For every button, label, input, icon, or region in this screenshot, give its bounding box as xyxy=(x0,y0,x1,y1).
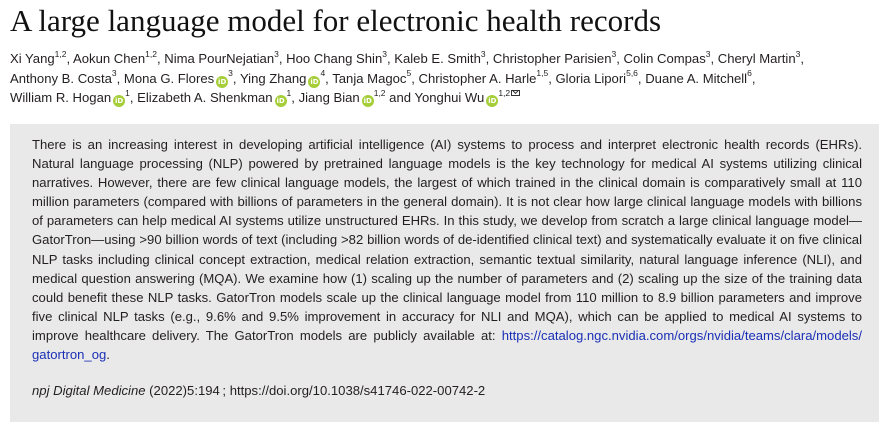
author-item: Hoo Chang Shin3 xyxy=(286,48,387,66)
author-separator: , xyxy=(751,70,756,86)
affiliation-marker[interactable]: 1,5 xyxy=(536,68,549,79)
author-name[interactable]: Elizabeth A. Shenkman xyxy=(137,90,273,105)
author-separator: , xyxy=(291,90,299,105)
author-separator: , xyxy=(232,70,240,86)
author-item: Mona G. Flores iD3 xyxy=(123,68,233,88)
author-name[interactable]: Hoo Chang Shin xyxy=(286,51,383,66)
author-separator: , xyxy=(411,70,419,86)
author-name[interactable]: Colin Compas xyxy=(623,51,706,66)
affiliation-marker[interactable]: 6 xyxy=(747,68,752,79)
author-item: Christopher Parisien3 xyxy=(492,48,617,66)
citation: npj Digital Medicine (2022)5:194 ; https… xyxy=(32,381,485,400)
author-item: Cheryl Martin3 xyxy=(717,48,801,66)
affiliation-marker[interactable]: 3 xyxy=(795,48,801,59)
author-name[interactable]: Jiang Bian xyxy=(298,90,360,105)
author-item: Anthony B. Costa3 xyxy=(10,68,117,86)
author-separator: , xyxy=(710,51,718,66)
affiliation-marker[interactable]: 3 xyxy=(228,68,233,79)
author-item: William R. Hogan iD1 xyxy=(10,87,130,107)
author-name[interactable]: Gloria Lipori xyxy=(555,70,627,86)
article-title: A large language model for electronic he… xyxy=(10,3,662,38)
affiliation-marker[interactable]: 3 xyxy=(480,48,486,59)
affiliation-marker[interactable]: 1,2 xyxy=(145,48,157,59)
author-name[interactable]: Xi Yang xyxy=(10,51,55,66)
affiliation-marker[interactable]: 3 xyxy=(382,48,387,59)
author-name[interactable]: Tanja Magoc xyxy=(332,70,407,86)
author-item: Tanja Magoc5 xyxy=(332,68,412,86)
author-item: Ying Zhang iD4 xyxy=(239,68,326,88)
abstract-box: There is an increasing interest in devel… xyxy=(10,124,879,422)
author-item: Christopher A. Harle1,5 xyxy=(418,68,549,86)
affiliation-marker[interactable]: 3 xyxy=(111,68,117,79)
abstract-text: There is an increasing interest in devel… xyxy=(32,135,862,364)
author-item: Nima PourNejatian3 xyxy=(164,48,279,66)
affiliation-marker[interactable]: 1,2 xyxy=(54,48,67,59)
author-item: Colin Compas3 xyxy=(623,48,711,66)
author-separator: , xyxy=(116,70,124,86)
author-item: Duane A. Mitchell6 xyxy=(645,68,752,86)
abstract-body: There is an increasing interest in devel… xyxy=(32,137,862,343)
author-item: Jiang Bian iD1,2 xyxy=(298,87,386,107)
affiliation-marker[interactable]: 1,2 xyxy=(373,87,386,98)
author-name[interactable]: Cheryl Martin xyxy=(717,51,796,66)
author-name[interactable]: Christopher A. Harle xyxy=(418,70,537,86)
orcid-icon[interactable]: iD xyxy=(308,75,321,88)
author-separator: and xyxy=(385,90,415,105)
author-item: Gloria Lipori5,6 xyxy=(555,68,638,86)
author-name[interactable]: Mona G. Flores xyxy=(123,70,215,86)
affiliation-marker[interactable]: 3 xyxy=(705,48,711,59)
citation-details: (2022)5:194 ; https://doi.org/10.1038/s4… xyxy=(145,383,486,398)
author-separator: , xyxy=(66,51,74,66)
author-name[interactable]: Kaleb E. Smith xyxy=(394,51,481,66)
envelope-icon[interactable] xyxy=(511,90,521,96)
author-separator: , xyxy=(616,51,624,66)
author-separator: , xyxy=(637,70,646,86)
author-name[interactable]: Nima PourNejatian xyxy=(164,51,275,66)
affiliation-marker[interactable]: 1 xyxy=(286,87,292,98)
author-separator: , xyxy=(325,70,333,86)
affiliation-marker[interactable]: 1 xyxy=(125,87,130,98)
author-separator: , xyxy=(548,70,556,86)
author-name[interactable]: Yonghui Wu xyxy=(414,90,485,105)
orcid-icon[interactable]: iD xyxy=(274,95,287,107)
author-name[interactable]: Duane A. Mitchell xyxy=(645,70,748,86)
author-name[interactable]: Aokun Chen xyxy=(73,51,146,66)
affiliation-marker[interactable]: 3 xyxy=(611,48,617,59)
author-separator: , xyxy=(156,51,165,66)
affiliation-marker[interactable]: 1,2 xyxy=(498,87,511,98)
author-name[interactable]: Christopher Parisien xyxy=(492,51,612,66)
dataset-link[interactable]: https://catalog.ngc.nvidia.com/orgs/nvid… xyxy=(32,327,862,363)
author-item: Kaleb E. Smith3 xyxy=(394,48,486,66)
orcid-icon[interactable]: iD xyxy=(486,95,499,107)
author-separator: , xyxy=(386,51,395,66)
affiliation-marker[interactable]: 5 xyxy=(406,68,412,79)
orcid-icon[interactable]: iD xyxy=(361,95,374,107)
author-name[interactable]: Anthony B. Costa xyxy=(10,70,112,86)
author-list: Xi Yang1,2, Aokun Chen1,2, Nima PourNeja… xyxy=(10,49,880,108)
author-item: Aokun Chen1,2 xyxy=(73,48,157,66)
affiliation-marker[interactable]: 5,6 xyxy=(626,68,638,79)
author-separator: , xyxy=(278,51,287,66)
author-separator: , xyxy=(485,51,493,66)
author-name[interactable]: William R. Hogan xyxy=(10,90,112,105)
journal-name: npj Digital Medicine xyxy=(32,383,146,398)
author-separator: , xyxy=(129,90,138,105)
author-item: Elizabeth A. Shenkman iD1 xyxy=(137,87,292,107)
author-name[interactable]: Ying Zhang xyxy=(239,70,307,86)
author-item: Yonghui Wu iD1,2 xyxy=(414,87,521,107)
author-item: Xi Yang1,2 xyxy=(10,48,67,66)
affiliation-marker[interactable]: 3 xyxy=(274,48,279,59)
author-separator: , xyxy=(800,51,804,66)
affiliation-marker[interactable]: 4 xyxy=(320,68,326,79)
abstract-end: . xyxy=(106,347,110,363)
orcid-icon[interactable]: iD xyxy=(113,95,126,107)
orcid-icon[interactable]: iD xyxy=(216,75,229,88)
